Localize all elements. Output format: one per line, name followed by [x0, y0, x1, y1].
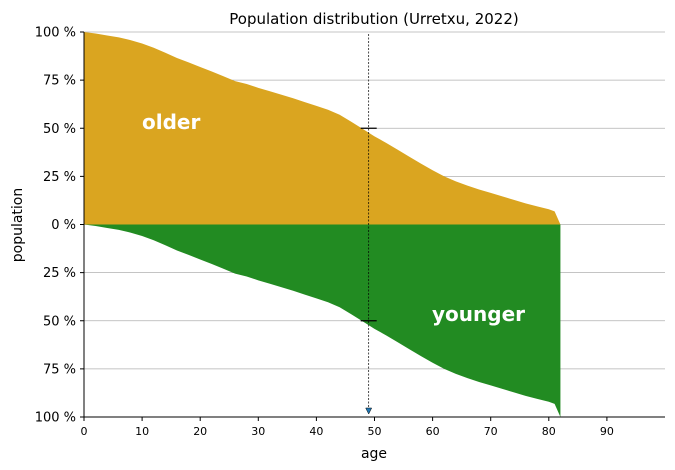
y-tick-label-5: 25 %	[43, 266, 76, 281]
x-tick-label-6: 60	[426, 425, 440, 438]
x-tick-label-8: 80	[542, 425, 556, 438]
x-axis-ticks: 0 10 20 30 40 50 60 70 80 90	[81, 417, 614, 438]
y-axis-ticks: 100 % 75 % 50 % 25 % 0 % 25 % 50 % 75 % 100 %	[35, 26, 84, 426]
y-tick-label-8: 100 %	[35, 411, 76, 426]
area-older	[84, 32, 561, 225]
y-tick-label-6: 50 %	[43, 314, 76, 329]
x-axis-label: age	[361, 446, 387, 462]
y-tick-label-2: 50 %	[43, 122, 76, 137]
x-tick-label-9: 90	[600, 425, 614, 438]
x-tick-label-5: 50	[368, 425, 382, 438]
y-axis-label: population	[10, 188, 26, 263]
y-tick-label-0: 100 %	[35, 26, 76, 41]
x-tick-label-1: 10	[135, 425, 149, 438]
y-tick-label-3: 25 %	[43, 170, 76, 185]
y-tick-label-4: 0 %	[51, 218, 76, 233]
x-tick-label-0: 0	[81, 425, 88, 438]
younger-region-label: younger	[432, 302, 525, 326]
y-tick-label-1: 75 %	[43, 74, 76, 89]
area-younger	[84, 224, 561, 417]
chart-title: Population distribution (Urretxu, 2022)	[229, 10, 518, 28]
x-tick-label-2: 20	[193, 425, 207, 438]
y-tick-label-7: 75 %	[43, 362, 76, 377]
older-region-label: older	[142, 110, 200, 134]
median-marker	[360, 34, 377, 415]
median-arrow	[365, 407, 373, 415]
area-series	[84, 32, 561, 417]
x-tick-label-3: 30	[251, 425, 265, 438]
x-tick-label-4: 40	[309, 425, 323, 438]
x-tick-label-7: 70	[484, 425, 498, 438]
